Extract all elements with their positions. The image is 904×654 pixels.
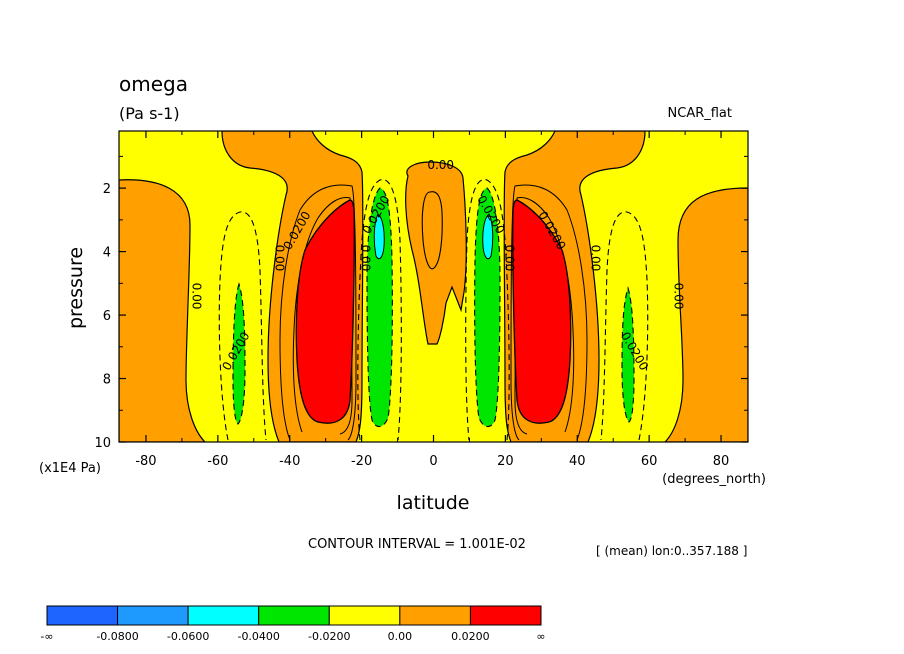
- contour-label: 0.00: [589, 245, 603, 272]
- colorbar-label: -∞: [40, 630, 53, 643]
- x-axis-title: latitude: [397, 492, 470, 514]
- x-axis: -80 -60 -40 -20 0 20 40 60 80: [135, 131, 729, 469]
- x-tick-label: -20: [351, 454, 372, 469]
- colormap-name: NCAR_flat: [668, 106, 732, 121]
- contour-label: 0.00: [502, 245, 516, 272]
- center-inner-contour: [421, 191, 443, 270]
- mean-lon-subtitle: [ (mean) lon:0..357.188 ]: [596, 544, 747, 558]
- green-region-left: [366, 187, 393, 428]
- colorbar-label: -0.0400: [237, 630, 279, 643]
- orange-region-far-left: [119, 179, 206, 442]
- dashed-contour-left-outer: [218, 211, 267, 441]
- colorbar-label: -0.0600: [167, 630, 209, 643]
- colorbar-label: ∞: [536, 630, 545, 643]
- x-tick-label: -60: [207, 454, 228, 469]
- contour-line-left-mid: [292, 197, 353, 435]
- colorbar-swatch: [117, 605, 189, 626]
- contour-label: 0.00: [671, 283, 685, 310]
- y-units-label: (x1E4 Pa): [39, 461, 101, 476]
- contour-field: [119, 131, 748, 442]
- contour-label: 0.00: [427, 158, 454, 172]
- colorbar-swatch: [328, 605, 401, 626]
- y-axis: 2 4 6 8 10: [94, 155, 748, 451]
- contour-line-right-inner: [510, 184, 588, 441]
- x-tick-label: -40: [279, 454, 300, 469]
- red-region-right: [512, 199, 572, 424]
- colorbar-label: 0.00: [388, 630, 413, 643]
- x-tick-label: 20: [497, 454, 514, 469]
- colorbar-label: -0.0200: [308, 630, 350, 643]
- cyan-core-right: [482, 213, 494, 260]
- x-tick-label: 0: [429, 454, 437, 469]
- contour-line-right-mid: [514, 197, 575, 435]
- y-tick-label: 2: [103, 182, 111, 197]
- contour-interval-text: CONTOUR INTERVAL = 1.001E-02: [308, 537, 526, 552]
- chart-units: (Pa s-1): [119, 104, 180, 123]
- colorbar-swatch: [258, 605, 330, 626]
- colorbar-label: 0.0200: [451, 630, 490, 643]
- y-tick-label: 8: [103, 373, 111, 388]
- colorbar: -∞ -0.0800 -0.0600 -0.0400 -0.0200 0.00 0.0200…: [40, 605, 546, 643]
- y-tick-label: 4: [103, 246, 111, 261]
- colorbar-swatch: [399, 605, 471, 626]
- green-region-far-right: [621, 286, 635, 423]
- contour-label: 0.00: [359, 245, 373, 272]
- colorbar-swatch: [187, 605, 260, 626]
- y-axis-title: pressure: [65, 247, 87, 329]
- contour-label: 0.00: [272, 245, 286, 272]
- x-units-label: (degrees_north): [662, 472, 766, 487]
- colorbar-swatch: [46, 605, 119, 626]
- x-tick-label: 80: [713, 454, 730, 469]
- y-tick-label: 10: [94, 436, 111, 451]
- green-region-right: [474, 187, 501, 428]
- cyan-core-left: [373, 213, 385, 260]
- contour-line-left-inner: [279, 184, 357, 441]
- chart-title: omega: [119, 72, 188, 96]
- y-tick-label: 6: [103, 309, 111, 324]
- colorbar-label: -0.0800: [96, 630, 138, 643]
- dashed-contour-right-outer: [600, 211, 649, 441]
- contour-label: 0.00: [190, 283, 204, 310]
- colorbar-swatch: [469, 605, 542, 626]
- green-region-far-left: [232, 282, 246, 425]
- x-tick-label: -80: [135, 454, 156, 469]
- orange-region-far-right: [664, 187, 748, 442]
- x-tick-label: 40: [569, 454, 586, 469]
- x-tick-label: 60: [641, 454, 658, 469]
- red-region-left: [295, 199, 355, 424]
- dashed-contour-right-inner: [465, 179, 510, 441]
- dashed-contour-left-inner: [357, 179, 402, 441]
- orange-region-center-tongue: [405, 161, 467, 345]
